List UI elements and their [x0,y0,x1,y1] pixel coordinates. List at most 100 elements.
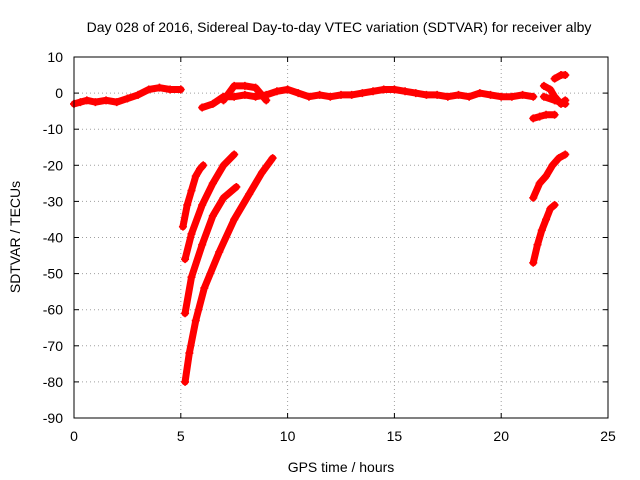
series-late-3 [529,110,559,123]
series-late-5 [550,71,570,83]
data-point [294,89,303,98]
data-point [326,92,335,101]
series-arc-3 [181,182,241,318]
data-point [542,172,551,181]
data-point [529,258,538,267]
y-tick-label: -80 [43,374,63,390]
data-point [208,179,217,188]
data-point [550,201,559,210]
data-point [82,96,91,105]
y-tick-label: 0 [55,85,63,101]
data-point [240,81,249,90]
data-point [245,190,254,199]
data-point [535,179,544,188]
data-point [219,161,228,170]
data-point [230,81,239,90]
data-point [539,92,548,101]
data-point [304,92,313,101]
x-tick-label: 10 [280,428,296,444]
y-tick-label: -90 [43,410,63,426]
data-point [347,90,356,99]
data-point [91,98,100,107]
data-point [215,247,224,256]
data-point [191,316,200,325]
data-point [134,90,143,99]
data-point [550,110,559,119]
y-tick-label: -20 [43,157,63,173]
data-point [272,87,281,96]
data-point [208,211,217,220]
x-tick-label: 5 [177,428,185,444]
data-point [497,92,506,101]
data-point [187,229,196,238]
data-point [548,161,557,170]
data-point [144,85,153,94]
data-point [550,96,559,105]
data-point [542,215,551,224]
data-point [181,377,190,386]
x-tick-label: 0 [70,428,78,444]
data-point [230,150,239,159]
data-point [200,284,209,293]
data-point [529,193,538,202]
data-point [561,150,570,159]
data-point [183,201,192,210]
x-tick-label: 15 [387,428,403,444]
series-band [181,150,238,263]
series-band [529,111,559,122]
data-point [232,182,241,191]
series-arc-1 [178,161,208,231]
data-point [76,98,85,107]
data-point [443,92,452,101]
data-point [315,90,324,99]
data-point [208,99,217,108]
data-point [539,81,548,90]
y-tick-label: -30 [43,193,63,209]
data-point [537,226,546,235]
data-point [251,92,260,101]
data-point [542,110,551,119]
data-point [390,85,399,94]
series-baseline-3 [219,81,271,105]
data-point [454,90,463,99]
data-point [546,85,555,94]
data-point [176,85,185,94]
data-point [529,114,538,123]
data-point [475,89,484,98]
data-point [219,193,228,202]
data-point [369,87,378,96]
y-tick-label: -70 [43,338,63,354]
data-point [198,103,207,112]
x-tick-label: 20 [493,428,509,444]
data-point [191,172,200,181]
data-point [198,240,207,249]
series-band [181,183,240,317]
data-point [465,92,474,101]
data-point [507,92,516,101]
data-point [230,92,239,101]
data-point [337,90,345,99]
data-point [178,222,187,231]
data-point [533,240,542,249]
data-point [422,90,431,99]
chart-title: Day 028 of 2016, Sidereal Day-to-day VTE… [87,19,592,35]
data-point [283,85,292,94]
data-point [185,349,194,358]
data-point [433,90,442,99]
data-layer [70,71,570,386]
y-tick-label: -50 [43,266,63,282]
data-point [379,85,388,94]
data-point [181,309,190,318]
data-point [561,99,570,108]
data-point [198,201,207,210]
data-point [123,94,132,103]
data-point [251,83,260,92]
y-tick-label: -40 [43,230,63,246]
data-point [358,89,367,98]
y-axis-label: SDTVAR / TECUs [7,181,23,293]
data-point [199,161,208,170]
x-tick-label: 25 [600,428,616,444]
data-point [486,90,495,99]
